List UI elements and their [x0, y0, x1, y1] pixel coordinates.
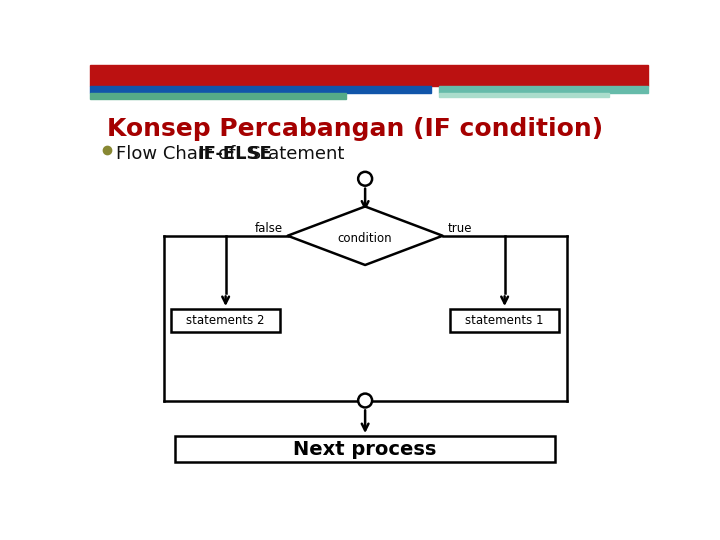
Circle shape — [358, 172, 372, 186]
Polygon shape — [287, 206, 443, 265]
Bar — [438, 92, 609, 97]
Text: true: true — [447, 221, 472, 234]
Bar — [90, 92, 346, 99]
Text: Next process: Next process — [294, 440, 437, 458]
Circle shape — [358, 394, 372, 408]
Bar — [90, 65, 648, 86]
Text: Statement: Statement — [244, 145, 344, 163]
Text: condition: condition — [338, 232, 392, 245]
Text: IF-ELSE: IF-ELSE — [198, 145, 272, 163]
FancyBboxPatch shape — [171, 309, 280, 332]
Text: Konsep Percabangan (IF condition): Konsep Percabangan (IF condition) — [107, 117, 603, 141]
Text: Flow Chart of: Flow Chart of — [117, 145, 241, 163]
Text: statements 1: statements 1 — [465, 314, 544, 327]
FancyBboxPatch shape — [451, 309, 559, 332]
Bar — [90, 86, 431, 92]
FancyBboxPatch shape — [175, 436, 555, 462]
Text: false: false — [255, 221, 283, 234]
Text: statements 2: statements 2 — [186, 314, 265, 327]
Bar — [438, 86, 648, 92]
